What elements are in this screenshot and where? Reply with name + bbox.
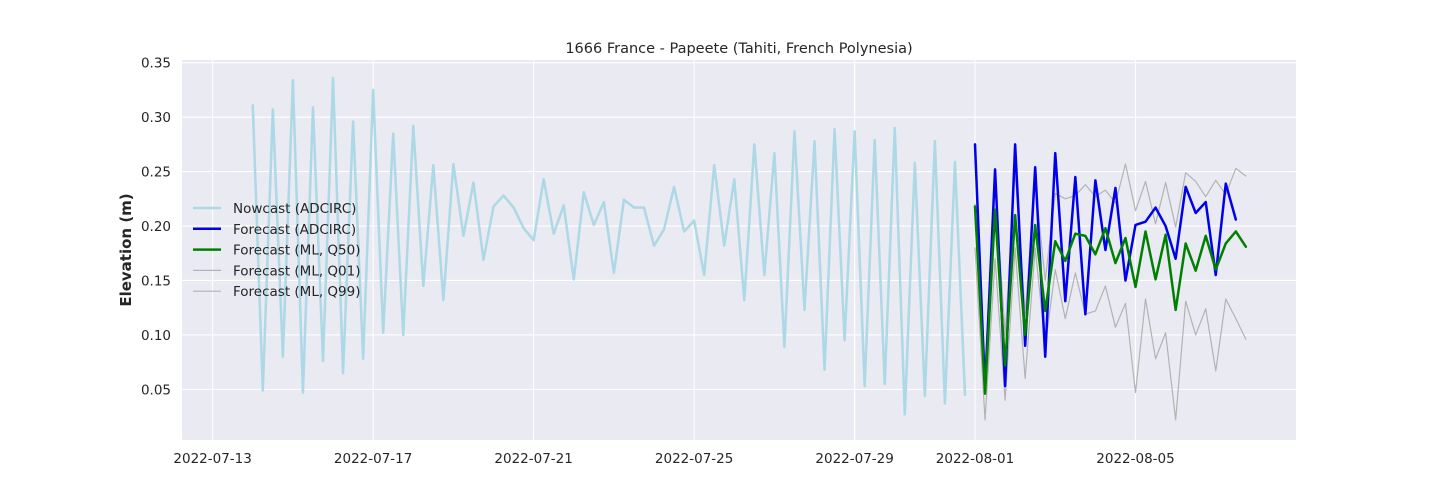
legend-label: Nowcast (ADCIRC): [233, 201, 356, 217]
x-tick-label: 2022-07-21: [494, 451, 572, 467]
legend-label: Forecast (ADCIRC): [233, 222, 356, 238]
y-tick-label: 0.10: [141, 328, 171, 344]
legend: Nowcast (ADCIRC) Forecast (ADCIRC) Forecas…: [193, 201, 361, 300]
x-tick-label: 2022-07-29: [815, 451, 893, 467]
y-tick-label: 0.30: [141, 110, 171, 126]
series-line-3: [974, 247, 1247, 421]
x-tick-label: 2022-08-01: [936, 451, 1014, 467]
legend-label: Forecast (ML, Q01): [233, 263, 361, 279]
y-tick-label: 0.25: [141, 165, 171, 181]
y-axis-label: Elevation (m): [117, 193, 135, 306]
x-tick-label: 2022-08-05: [1096, 451, 1174, 467]
x-tick-label: 2022-07-13: [173, 451, 251, 467]
x-tick-label: 2022-07-25: [655, 451, 733, 467]
series-line-2: [973, 205, 1248, 395]
chart-title: 1666 France - Papeete (Tahiti, French Po…: [565, 41, 912, 57]
series-layer: [251, 76, 1248, 421]
x-tick-labels: 2022-07-13 2022-07-17 2022-07-21 2022-07-25…: [173, 451, 1174, 467]
y-tick-label: 0.20: [141, 219, 171, 235]
y-tick-label: 0.15: [141, 273, 171, 289]
series-line-0: [251, 76, 967, 416]
x-tick-label: 2022-07-17: [334, 451, 412, 467]
y-tick-labels: 0.05 0.10 0.15 0.20 0.25 0.30 0.35: [141, 56, 171, 399]
series-line-1: [973, 143, 1238, 391]
legend-label: Forecast (ML, Q99): [233, 284, 361, 300]
legend-label: Forecast (ML, Q50): [233, 243, 361, 259]
y-tick-label: 0.35: [141, 56, 171, 72]
y-tick-label: 0.05: [141, 382, 171, 398]
